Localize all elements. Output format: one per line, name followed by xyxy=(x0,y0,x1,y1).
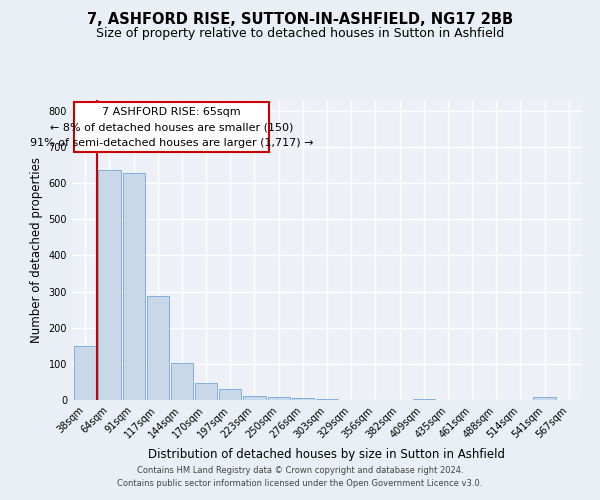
Bar xyxy=(413,399,435,400)
X-axis label: Distribution of detached houses by size in Sutton in Ashfield: Distribution of detached houses by size … xyxy=(149,448,505,461)
Bar xyxy=(292,398,314,400)
Bar xyxy=(195,384,217,400)
Bar xyxy=(171,363,193,400)
Text: 7, ASHFORD RISE, SUTTON-IN-ASHFIELD, NG17 2BB: 7, ASHFORD RISE, SUTTON-IN-ASHFIELD, NG1… xyxy=(87,12,513,28)
Bar xyxy=(533,398,556,400)
Bar xyxy=(98,170,121,400)
Text: Size of property relative to detached houses in Sutton in Ashfield: Size of property relative to detached ho… xyxy=(96,28,504,40)
Bar xyxy=(244,396,266,400)
Bar xyxy=(122,173,145,400)
Text: 7 ASHFORD RISE: 65sqm
← 8% of detached houses are smaller (150)
91% of semi-deta: 7 ASHFORD RISE: 65sqm ← 8% of detached h… xyxy=(30,106,313,148)
Y-axis label: Number of detached properties: Number of detached properties xyxy=(30,157,43,343)
Bar xyxy=(74,346,97,400)
Bar xyxy=(146,296,169,400)
Bar xyxy=(316,398,338,400)
Text: Contains HM Land Registry data © Crown copyright and database right 2024.
Contai: Contains HM Land Registry data © Crown c… xyxy=(118,466,482,487)
Bar xyxy=(268,398,290,400)
Bar xyxy=(219,389,241,400)
FancyBboxPatch shape xyxy=(74,102,269,152)
